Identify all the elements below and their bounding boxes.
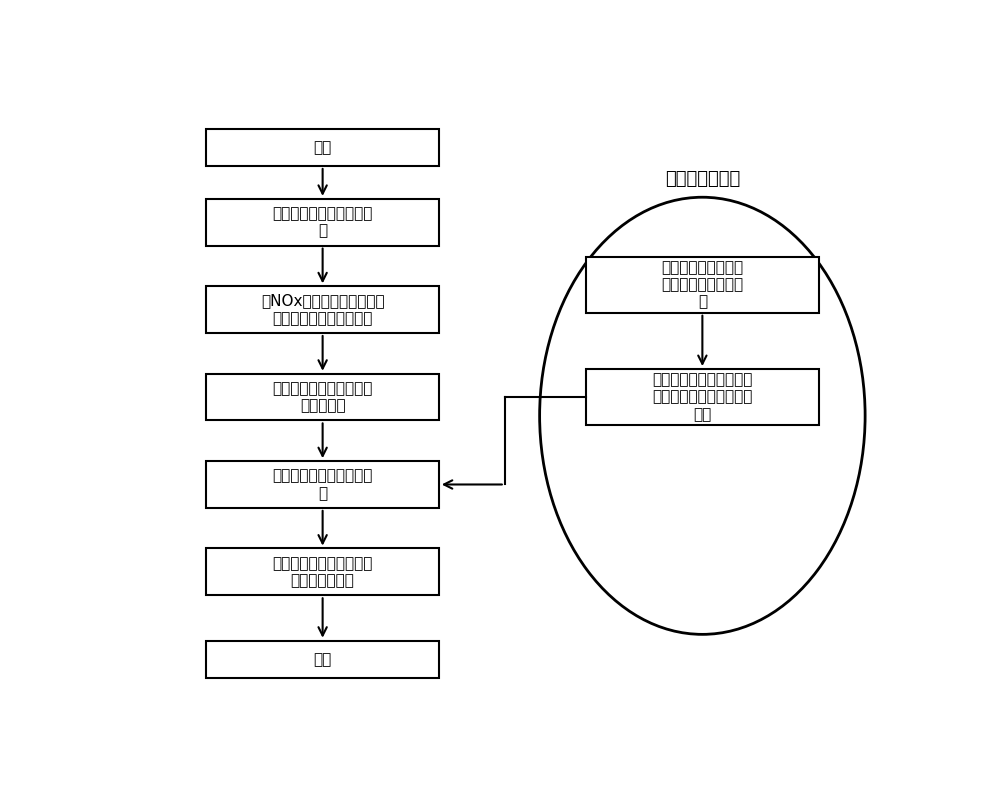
Text: 根据排放法规计算关键参
数加工阈值: 根据排放法规计算关键参 数加工阈值 [272,381,373,414]
Text: 形成燃烧室加工参数影响
排放的检测方法: 形成燃烧室加工参数影响 排放的检测方法 [272,556,373,588]
FancyBboxPatch shape [206,374,439,420]
Ellipse shape [540,197,865,634]
Text: 利用大数据分析工具确定
分布参数，计算得出分布
阈值: 利用大数据分析工具确定 分布参数，计算得出分布 阈值 [652,372,753,422]
FancyBboxPatch shape [206,641,439,678]
FancyBboxPatch shape [206,548,439,595]
FancyBboxPatch shape [206,461,439,508]
Text: 大数据分析工具: 大数据分析工具 [665,169,740,187]
Text: 构建燃烧模型得到仿真结
果: 构建燃烧模型得到仿真结 果 [272,206,373,238]
Text: 开始: 开始 [314,139,332,155]
FancyBboxPatch shape [586,256,819,313]
Text: 结束: 结束 [314,652,332,667]
Text: 确定关键参数加工质量阈
值: 确定关键参数加工质量阈 值 [272,468,373,500]
Text: 将NOx对关键加工参数进行
回归分析，得到排放规律: 将NOx对关键加工参数进行 回归分析，得到排放规律 [261,294,384,326]
FancyBboxPatch shape [206,286,439,333]
FancyBboxPatch shape [206,199,439,246]
FancyBboxPatch shape [206,129,439,166]
Text: 采用测量公差的工具
采集关键加工参数数
据: 采用测量公差的工具 采集关键加工参数数 据 [661,260,743,310]
FancyBboxPatch shape [586,369,819,425]
